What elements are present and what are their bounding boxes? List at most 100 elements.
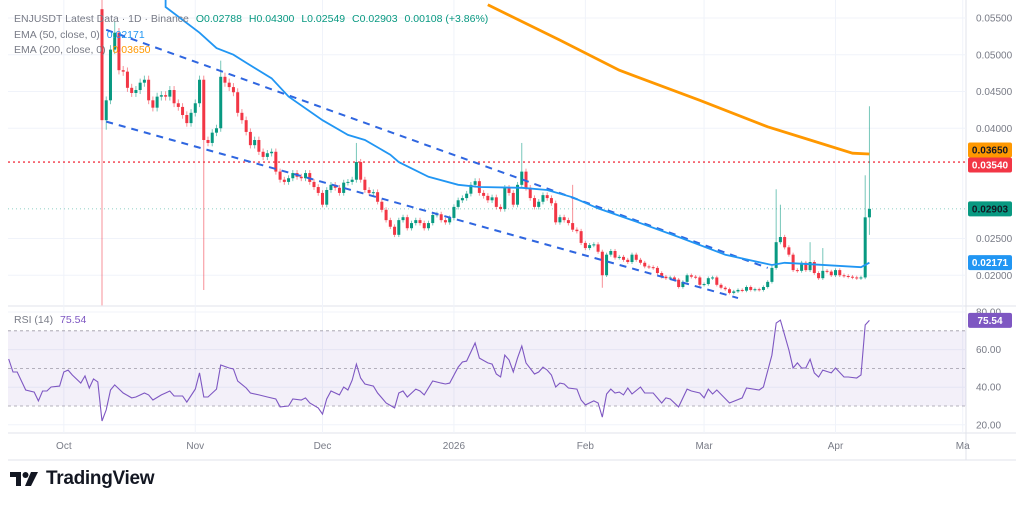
candle-body — [193, 103, 197, 113]
ohlc-low: L0.02549 — [301, 13, 346, 25]
candle-body — [588, 245, 592, 249]
candle — [325, 187, 329, 208]
candle — [600, 249, 604, 288]
candle-body — [486, 195, 490, 201]
candle-body — [253, 140, 257, 146]
candle-body — [600, 251, 604, 276]
candle-body — [702, 284, 706, 286]
candle — [634, 252, 638, 262]
rsi-axis-label: 40.00 — [976, 383, 1001, 394]
candle-body — [439, 214, 443, 221]
candle-body — [482, 192, 486, 196]
candle — [528, 184, 532, 201]
candle — [142, 75, 146, 87]
candle — [312, 179, 316, 190]
candle-body — [376, 192, 380, 202]
candle-body — [757, 289, 761, 291]
candle-body — [825, 270, 829, 272]
price-axis-label: 0.02500 — [976, 234, 1013, 245]
candle-body — [337, 187, 341, 193]
candle-body — [711, 277, 715, 279]
candle-body — [198, 79, 202, 104]
candle — [592, 242, 596, 248]
candle — [121, 65, 125, 76]
candle — [240, 109, 244, 124]
candle-body — [499, 206, 503, 210]
candle-body — [142, 79, 146, 83]
candle — [749, 285, 753, 292]
candle — [380, 199, 384, 213]
candle-body — [660, 273, 664, 277]
candle-body — [168, 90, 172, 97]
candle-body — [443, 220, 447, 223]
candle-body — [800, 262, 804, 271]
candle-body — [575, 229, 579, 232]
candle — [210, 129, 214, 147]
candle-body — [787, 247, 791, 255]
candle-body — [384, 209, 388, 221]
candle-body — [159, 95, 163, 97]
candle — [316, 184, 320, 196]
candle-body — [655, 267, 659, 274]
candle — [350, 176, 354, 185]
price-axis-label: 0.04000 — [976, 124, 1013, 135]
candle — [231, 83, 235, 97]
rsi-badge-bg — [968, 312, 1012, 328]
candle — [761, 285, 765, 292]
candle — [808, 242, 812, 272]
candle-body — [850, 276, 854, 278]
candle — [469, 181, 473, 197]
candle-body — [363, 179, 367, 190]
candle — [422, 220, 426, 231]
candle-body — [287, 178, 291, 182]
candle — [821, 248, 825, 280]
candle — [100, 0, 104, 306]
rsi-legend[interactable]: RSI (14) 75.54 — [14, 314, 90, 326]
candle — [159, 91, 163, 101]
tradingview-logo[interactable]: TradingView — [10, 468, 155, 490]
candle — [401, 214, 405, 223]
candle-body — [783, 237, 787, 248]
candle-body — [744, 287, 748, 291]
candle-body — [393, 226, 397, 235]
candle — [397, 217, 401, 238]
candle-body — [867, 208, 871, 218]
candle-body — [528, 187, 532, 199]
candle-body — [299, 176, 303, 179]
candle — [855, 275, 859, 280]
rsi-axis-label: 60.00 — [976, 345, 1001, 356]
candle-body — [566, 220, 570, 224]
candle-body — [422, 223, 426, 229]
candle — [439, 211, 443, 223]
price-badge-bg — [968, 142, 1012, 158]
ohlc-open: O0.02788 — [195, 13, 242, 25]
candle-body — [210, 132, 214, 143]
candle-body — [766, 281, 770, 288]
candle-body — [520, 171, 524, 185]
ema50-legend[interactable]: EMA (50, close, 0) 0.02171 — [14, 29, 149, 41]
candle — [812, 260, 816, 275]
candle — [151, 96, 155, 112]
candle — [571, 184, 575, 232]
candle-body — [558, 217, 562, 223]
price-axis-label: 0.05000 — [976, 50, 1013, 61]
candle — [795, 268, 799, 273]
time-axis-label: Apr — [828, 441, 844, 452]
price-badge: 0.03540 — [968, 157, 1012, 173]
candle — [181, 103, 185, 119]
time-axis-label: Dec — [314, 441, 332, 452]
candle — [532, 195, 536, 210]
symbol-line: ENJUSDT Latest Data · 1D · Binance — [14, 13, 189, 25]
candle — [367, 187, 371, 196]
tradingview-wordmark: TradingView — [46, 468, 155, 489]
candle — [108, 45, 112, 105]
candle-body — [537, 201, 541, 207]
candle — [609, 248, 613, 257]
candle-body — [312, 181, 316, 188]
candle — [104, 96, 108, 130]
candle-body — [626, 259, 630, 263]
candle — [702, 282, 706, 287]
candle — [460, 195, 464, 203]
ema200-legend[interactable]: EMA (200, close, 0) 0.03650 — [14, 44, 155, 56]
